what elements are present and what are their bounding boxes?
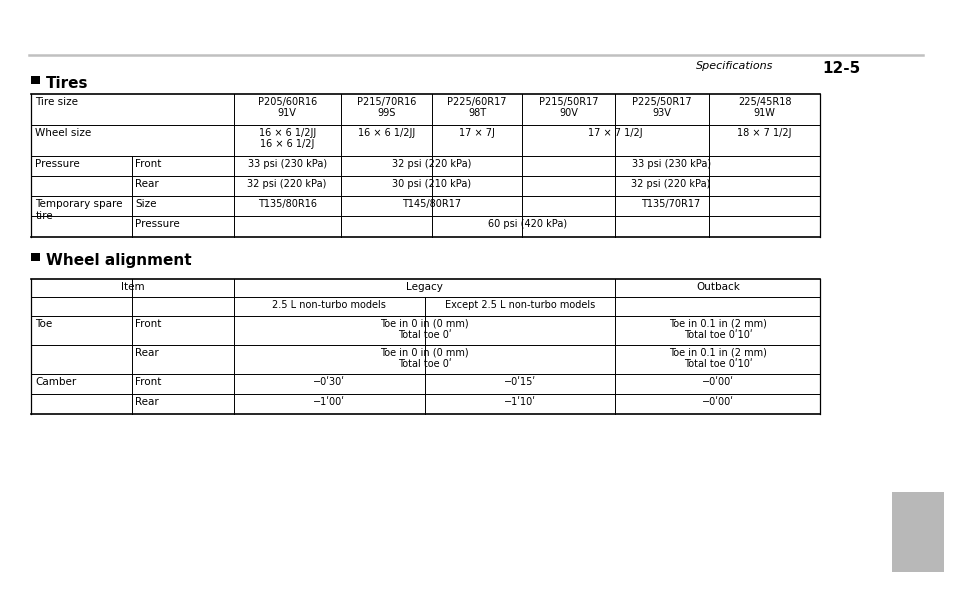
Text: 33 psi (230 kPa): 33 psi (230 kPa) [248,159,326,169]
Text: Tire size: Tire size [35,97,78,107]
Text: Item: Item [121,282,144,292]
Text: Toe in 0 in (0 mm)
Total toe 0ʹ: Toe in 0 in (0 mm) Total toe 0ʹ [380,348,468,370]
Text: −0ʹ15ʹ: −0ʹ15ʹ [503,377,536,387]
Bar [891,492,943,572]
Text: Toe in 0.1 in (2 mm)
Total toe 0ʹ10ʹ: Toe in 0.1 in (2 mm) Total toe 0ʹ10ʹ [668,348,766,370]
Text: 32 psi (220 kPa): 32 psi (220 kPa) [391,159,471,169]
Text: Front: Front [135,159,162,169]
Text: P225/50R17
93V: P225/50R17 93V [632,97,691,119]
Text: Rear: Rear [135,348,159,358]
Text: Outback: Outback [696,282,739,292]
Text: Pressure: Pressure [135,219,180,229]
Text: 17 × 7J: 17 × 7J [458,128,495,137]
Text: Camber: Camber [35,377,76,387]
Text: Specifications: Specifications [696,61,773,71]
Text: Wheel size: Wheel size [35,128,91,138]
Text: 12-5: 12-5 [821,61,860,76]
Text: P215/50R17
90V: P215/50R17 90V [538,97,598,119]
Text: −0ʹ00ʹ: −0ʹ00ʹ [701,377,733,387]
Text: 32 psi (220 kPa): 32 psi (220 kPa) [631,179,710,189]
Text: −1ʹ00ʹ: −1ʹ00ʹ [313,397,345,407]
Text: Legacy: Legacy [406,282,442,292]
Text: T145/80R17: T145/80R17 [401,199,460,209]
Text: −1ʹ10ʹ: −1ʹ10ʹ [503,397,536,407]
Text: 30 psi (210 kPa): 30 psi (210 kPa) [392,179,470,189]
Text: 18 × 7 1/2J: 18 × 7 1/2J [737,128,791,137]
Text: Temporary spare
tire: Temporary spare tire [35,199,123,221]
Text: Tires: Tires [46,76,89,91]
Text: Toe in 0.1 in (2 mm)
Total toe 0ʹ10ʹ: Toe in 0.1 in (2 mm) Total toe 0ʹ10ʹ [668,319,766,340]
Text: Size: Size [135,199,157,209]
Text: Toe in 0 in (0 mm)
Total toe 0ʹ: Toe in 0 in (0 mm) Total toe 0ʹ [380,319,468,340]
Text: T135/70R17: T135/70R17 [640,199,700,209]
Text: P205/60R16
91V: P205/60R16 91V [257,97,316,119]
Text: 2.5 L non-turbo models: 2.5 L non-turbo models [272,300,386,310]
Text: Except 2.5 L non-turbo models: Except 2.5 L non-turbo models [444,300,595,310]
Text: Pressure: Pressure [35,159,80,169]
Text: Rear: Rear [135,179,159,189]
Text: 16 × 6 1/2JJ
16 × 6 1/2J: 16 × 6 1/2JJ 16 × 6 1/2J [258,128,315,150]
Text: 225/45R18
91W: 225/45R18 91W [737,97,791,119]
Bar [31,253,40,261]
Text: 60 psi (420 kPa): 60 psi (420 kPa) [487,219,566,229]
Text: Toe: Toe [35,319,52,328]
Text: Front: Front [135,319,162,328]
Text: T135/80R16: T135/80R16 [257,199,316,209]
Text: 32 psi (220 kPa): 32 psi (220 kPa) [247,179,327,189]
Text: 33 psi (230 kPa): 33 psi (230 kPa) [631,159,710,169]
Text: P225/60R17
98T: P225/60R17 98T [447,97,506,119]
Bar [31,76,40,84]
Text: Wheel alignment: Wheel alignment [46,253,192,268]
Text: Front: Front [135,377,162,387]
Text: Rear: Rear [135,397,159,407]
Text: P215/70R16
99S: P215/70R16 99S [356,97,416,119]
Text: −0ʹ30ʹ: −0ʹ30ʹ [313,377,345,387]
Text: 17 × 7 1/2J: 17 × 7 1/2J [587,128,642,137]
Text: 16 × 6 1/2JJ: 16 × 6 1/2JJ [357,128,415,137]
Text: −0ʹ00ʹ: −0ʹ00ʹ [701,397,733,407]
